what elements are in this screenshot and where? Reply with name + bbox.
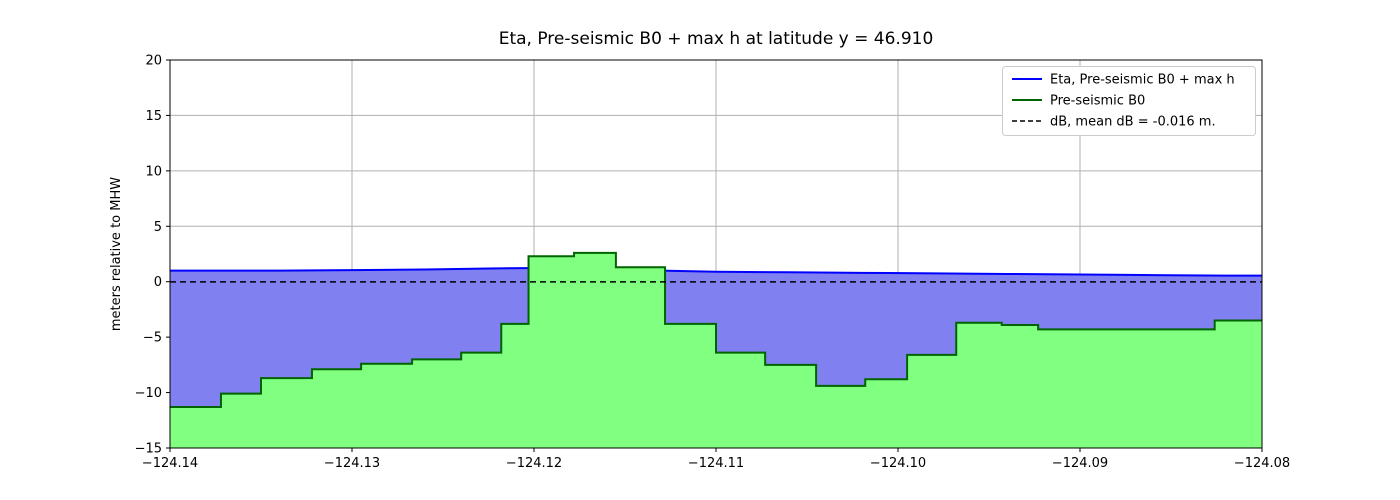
- legend-label-db: dB, mean dB = -0.016 m.: [1050, 115, 1216, 130]
- y-tick-label: 0: [154, 275, 162, 290]
- x-tick-label: −124.10: [870, 456, 926, 471]
- y-tick-label: 15: [145, 109, 162, 124]
- x-tick-label: −124.14: [142, 456, 198, 471]
- x-tick-label: −124.13: [324, 456, 380, 471]
- eta-line: [170, 266, 1262, 277]
- y-tick-label: −10: [135, 386, 162, 401]
- legend-box: [1002, 66, 1256, 136]
- b0-step-line: [170, 251, 1262, 408]
- x-tick-label: −124.09: [1052, 456, 1108, 471]
- y-tick-label: 10: [145, 164, 162, 179]
- tick-marks: [166, 59, 1263, 452]
- data-layers: [170, 251, 1262, 448]
- tick-labels: −124.14 −124.13 −124.12 −124.11 −124.10 −124.…: [135, 54, 1291, 472]
- x-tick-label: −124.08: [1234, 456, 1290, 471]
- y-tick-label: 5: [154, 220, 162, 235]
- x-tick-label: −124.11: [688, 456, 744, 471]
- legend-label-b0: Pre-seismic B0: [1050, 94, 1145, 109]
- legend: Eta, Pre-seismic B0 + max h Pre-seismic …: [1002, 66, 1256, 136]
- y-axis-label: meters relative to MHW: [109, 177, 124, 331]
- chart-title: Eta, Pre-seismic B0 + max h at latitude …: [499, 29, 934, 49]
- y-tick-label: −15: [135, 442, 162, 457]
- legend-label-eta: Eta, Pre-seismic B0 + max h: [1050, 73, 1235, 88]
- axes-frame: [169, 59, 1263, 449]
- y-tick-label: −5: [143, 331, 162, 346]
- x-tick-label: −124.12: [506, 456, 562, 471]
- y-tick-label: 20: [145, 54, 162, 69]
